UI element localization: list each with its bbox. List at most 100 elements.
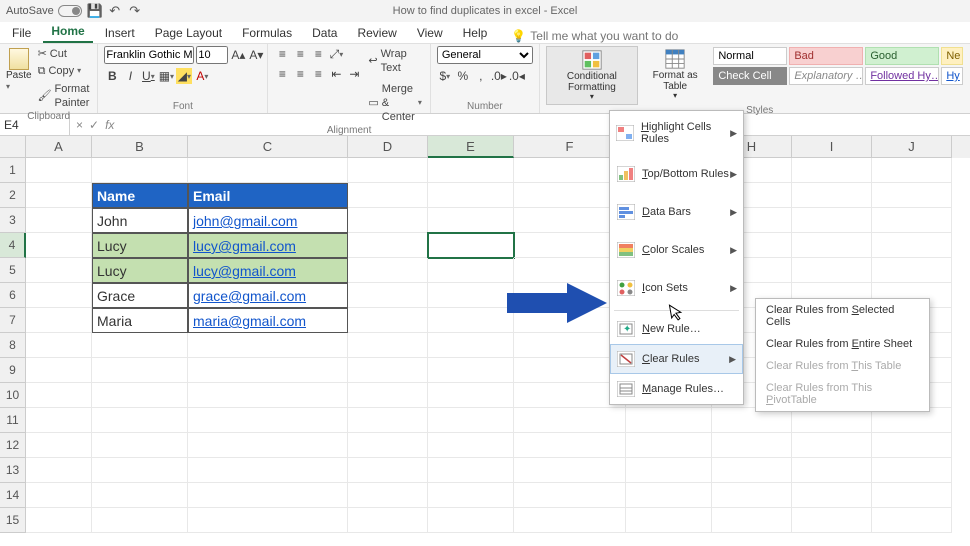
cell[interactable] [92,508,188,533]
cell[interactable] [872,508,952,533]
style-cell[interactable]: Good [865,47,939,65]
cell[interactable] [792,208,872,233]
cell[interactable] [428,183,514,208]
cell[interactable] [26,408,92,433]
cell[interactable] [712,508,792,533]
tab-page-layout[interactable]: Page Layout [147,23,230,43]
style-cell[interactable]: Explanatory … [789,67,863,85]
cell[interactable] [712,483,792,508]
cell[interactable] [792,458,872,483]
cell[interactable] [428,158,514,183]
row-header[interactable]: 12 [0,433,26,458]
cell[interactable] [348,158,428,183]
row-header[interactable]: 5 [0,258,26,283]
row-header[interactable]: 13 [0,458,26,483]
redo-icon[interactable]: ↷ [128,4,142,18]
toggle-off-icon[interactable] [58,5,82,17]
cell[interactable] [188,458,348,483]
decrease-font-icon[interactable]: A▾ [248,47,264,63]
cell[interactable] [428,208,514,233]
tab-help[interactable]: Help [455,23,496,43]
align-middle-icon[interactable]: ≡ [292,46,308,62]
cell[interactable] [626,483,712,508]
style-cell[interactable]: Ne [941,47,963,65]
column-header[interactable]: E [428,136,514,158]
cell[interactable] [792,183,872,208]
cell[interactable] [712,433,792,458]
style-cell[interactable]: Normal [713,47,787,65]
indent-decrease-icon[interactable]: ⇤ [328,66,344,82]
cell[interactable] [348,333,428,358]
cell[interactable] [514,458,626,483]
column-header[interactable]: J [872,136,952,158]
cell[interactable] [872,158,952,183]
clear-rules-item[interactable]: Clear Rules from Selected Cells [756,299,929,333]
formula-input[interactable] [120,118,970,132]
tab-insert[interactable]: Insert [97,23,143,43]
select-all-corner[interactable] [0,136,26,158]
cell[interactable] [514,433,626,458]
row-header[interactable]: 6 [0,283,26,308]
cell[interactable] [428,383,514,408]
column-header[interactable]: I [792,136,872,158]
tab-formulas[interactable]: Formulas [234,23,300,43]
cell[interactable] [792,233,872,258]
cell[interactable] [348,358,428,383]
cell[interactable] [92,458,188,483]
row-header[interactable]: 2 [0,183,26,208]
cell[interactable] [348,233,428,258]
cell[interactable] [92,433,188,458]
row-header[interactable]: 14 [0,483,26,508]
cell[interactable] [792,158,872,183]
cell[interactable] [514,483,626,508]
cell[interactable] [348,508,428,533]
cell[interactable] [428,333,514,358]
autosave-toggle[interactable]: AutoSave [6,5,82,17]
tab-view[interactable]: View [409,23,451,43]
row-header[interactable]: 1 [0,158,26,183]
wrap-text-button[interactable]: ↩Wrap Text [366,46,423,77]
cell[interactable] [92,383,188,408]
cf-menu-item[interactable]: Clear Rules▶ [610,344,743,374]
cf-menu-item[interactable]: Icon Sets▶ [610,269,743,307]
cell[interactable] [514,408,626,433]
row-header[interactable]: 4 [0,233,26,258]
cell[interactable] [872,258,952,283]
cell[interactable] [348,283,428,308]
cell[interactable] [872,208,952,233]
tab-home[interactable]: Home [43,21,92,43]
save-icon[interactable]: 💾 [88,4,102,18]
undo-icon[interactable]: ↶ [108,4,122,18]
align-center-icon[interactable]: ≡ [292,66,308,82]
cell[interactable] [348,433,428,458]
email-link[interactable]: maria@gmail.com [193,313,306,329]
align-bottom-icon[interactable]: ≡ [310,46,326,62]
cf-menu-item[interactable]: Manage Rules… [610,374,743,404]
column-header[interactable]: D [348,136,428,158]
cell[interactable] [188,158,348,183]
cell[interactable] [514,508,626,533]
cell[interactable] [188,483,348,508]
indent-increase-icon[interactable]: ⇥ [346,66,362,82]
cell[interactable]: maria@gmail.com [188,308,348,333]
row-header[interactable]: 7 [0,308,26,333]
cell[interactable] [26,458,92,483]
cell[interactable] [26,183,92,208]
paste-button[interactable]: Paste [6,46,32,92]
accounting-format-icon[interactable]: $ [437,68,453,84]
cell[interactable] [26,208,92,233]
cell[interactable] [348,408,428,433]
cell[interactable] [26,158,92,183]
cell[interactable] [348,258,428,283]
align-left-icon[interactable]: ≡ [274,66,290,82]
fill-color-button[interactable]: ◢ [176,68,192,84]
cell[interactable] [872,433,952,458]
format-painter-button[interactable]: 🖌Format Painter [36,81,92,112]
cell[interactable]: Grace [92,283,188,308]
style-cell[interactable]: Check Cell [713,67,787,85]
cell[interactable] [92,358,188,383]
cell[interactable] [26,333,92,358]
style-cell[interactable]: Bad [789,47,863,65]
cell[interactable] [348,458,428,483]
cell[interactable]: Lucy [92,233,188,258]
